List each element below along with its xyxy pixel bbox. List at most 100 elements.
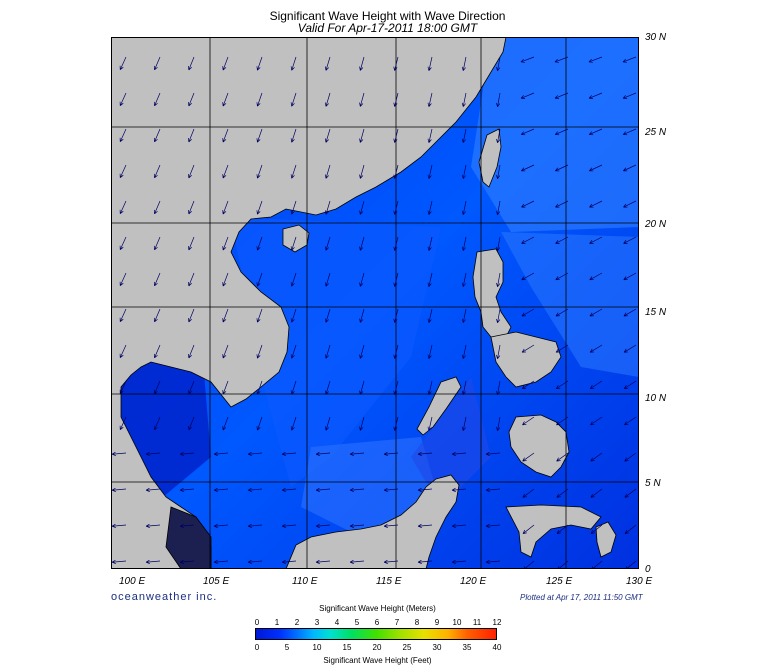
- lon-label: 110 E: [292, 576, 318, 587]
- colorbar-tick-ft: 25: [402, 643, 412, 652]
- colorbar-tick-m: 10: [452, 618, 462, 627]
- wave-direction-arrow: [247, 523, 263, 528]
- wave-direction-arrow: [281, 451, 297, 456]
- wave-direction-arrow: [188, 164, 195, 179]
- wave-direction-arrow: [153, 236, 161, 251]
- wave-direction-arrow: [145, 523, 161, 528]
- wave-direction-arrow: [461, 164, 467, 179]
- wave-direction-arrow: [359, 92, 365, 107]
- colorbar-tick-ft: 40: [492, 643, 502, 652]
- colorbar-title-meters: Significant Wave Height (Meters): [319, 604, 436, 613]
- colorbar-tick-ft: 35: [462, 643, 472, 652]
- wave-direction-arrow: [281, 487, 297, 492]
- wave-direction-arrow: [119, 344, 127, 359]
- wave-direction-arrow: [521, 308, 535, 317]
- wave-direction-arrow: [359, 164, 365, 179]
- wave-direction-arrow: [145, 559, 161, 564]
- wave-direction-arrow: [111, 523, 127, 528]
- wave-direction-arrow: [496, 236, 501, 251]
- wave-direction-arrow: [623, 380, 637, 389]
- colorbar-title-feet: Significant Wave Height (Feet): [323, 656, 432, 665]
- wave-direction-arrow: [417, 559, 433, 564]
- wave-direction-arrow: [119, 164, 127, 179]
- wave-direction-arrow: [590, 416, 603, 426]
- wave-direction-arrow: [622, 92, 637, 99]
- wave-direction-arrow: [383, 523, 399, 528]
- wave-direction-arrow: [111, 559, 127, 564]
- wave-direction-arrow: [485, 451, 501, 456]
- wave-direction-arrow: [461, 308, 467, 323]
- wave-direction-arrow: [521, 272, 535, 281]
- wave-direction-arrow: [417, 451, 433, 456]
- wave-direction-arrow: [179, 451, 195, 456]
- wave-direction-arrow: [589, 380, 603, 389]
- wave-direction-arrow: [451, 523, 467, 528]
- wave-direction-arrow: [588, 128, 603, 136]
- wave-direction-arrow: [359, 128, 365, 143]
- wave-direction-arrow: [256, 56, 263, 71]
- wave-direction-arrow: [349, 487, 365, 492]
- wave-direction-arrow: [119, 236, 127, 251]
- wave-direction-arrow: [213, 451, 229, 456]
- wave-direction-arrow: [359, 200, 365, 215]
- wave-direction-arrow: [247, 559, 263, 564]
- wave-direction-arrow: [393, 308, 399, 323]
- wave-direction-arrow: [111, 487, 127, 492]
- wave-direction-arrow: [290, 272, 297, 287]
- wave-direction-arrow: [324, 236, 331, 251]
- lon-label: 105 E: [203, 576, 230, 587]
- wave-direction-arrow: [290, 128, 297, 143]
- wave-direction-arrow: [461, 236, 467, 251]
- lon-label: 130 E: [626, 576, 653, 587]
- wave-direction-arrow: [222, 128, 229, 143]
- wave-direction-arrow: [383, 487, 399, 492]
- wave-direction-arrow: [393, 236, 399, 251]
- wave-direction-arrow: [461, 344, 467, 359]
- wave-direction-arrow: [222, 416, 229, 431]
- wave-direction-arrows: [111, 56, 637, 569]
- wave-direction-arrow: [590, 524, 603, 535]
- colorbar-tick-ft: 0: [254, 643, 260, 652]
- wave-direction-arrow: [589, 272, 603, 281]
- wave-direction-arrow: [153, 128, 161, 143]
- wave-direction-arrow: [451, 487, 467, 492]
- wave-direction-arrow: [588, 56, 603, 63]
- lat-label: 5 N: [645, 478, 661, 489]
- wave-direction-arrow: [393, 200, 399, 215]
- wave-direction-arrow: [496, 416, 501, 431]
- wave-direction-arrow: [393, 92, 399, 107]
- wave-direction-arrow: [119, 56, 127, 71]
- wave-height-zone: [501, 232, 639, 377]
- wave-direction-arrow: [590, 452, 603, 462]
- wave-direction-arrow: [256, 416, 263, 431]
- wave-direction-arrow: [324, 56, 331, 71]
- lon-label: 115 E: [376, 576, 402, 587]
- wave-direction-arrow: [153, 164, 161, 179]
- wave-direction-arrow: [256, 308, 263, 323]
- wave-direction-arrow: [624, 488, 637, 498]
- wave-direction-arrow: [555, 272, 569, 281]
- wave-direction-arrow: [521, 236, 535, 244]
- wave-direction-arrow: [427, 200, 433, 215]
- wave-direction-arrow: [290, 92, 297, 107]
- wave-height-zone: [231, 217, 441, 487]
- wave-direction-arrow: [427, 380, 433, 395]
- wave-direction-arrow: [188, 128, 195, 143]
- wave-direction-arrow: [555, 308, 569, 317]
- colorbar-tick-m: 7: [394, 618, 400, 627]
- wave-direction-arrow: [555, 164, 569, 172]
- wave-direction-arrow: [222, 200, 229, 215]
- wave-direction-arrow: [188, 272, 195, 287]
- graticule: [111, 37, 639, 569]
- wave-direction-arrow: [496, 380, 501, 395]
- wave-direction-arrow: [290, 308, 297, 323]
- wave-direction-arrow: [589, 344, 603, 353]
- wave-direction-arrow: [188, 56, 195, 71]
- wave-direction-arrow: [188, 416, 195, 431]
- wave-direction-arrow: [119, 272, 127, 287]
- wave-direction-arrow: [359, 236, 365, 251]
- wave-direction-arrow: [222, 236, 229, 251]
- wave-direction-arrow: [461, 200, 467, 215]
- wave-direction-arrow: [521, 164, 535, 172]
- wave-direction-arrow: [188, 236, 195, 251]
